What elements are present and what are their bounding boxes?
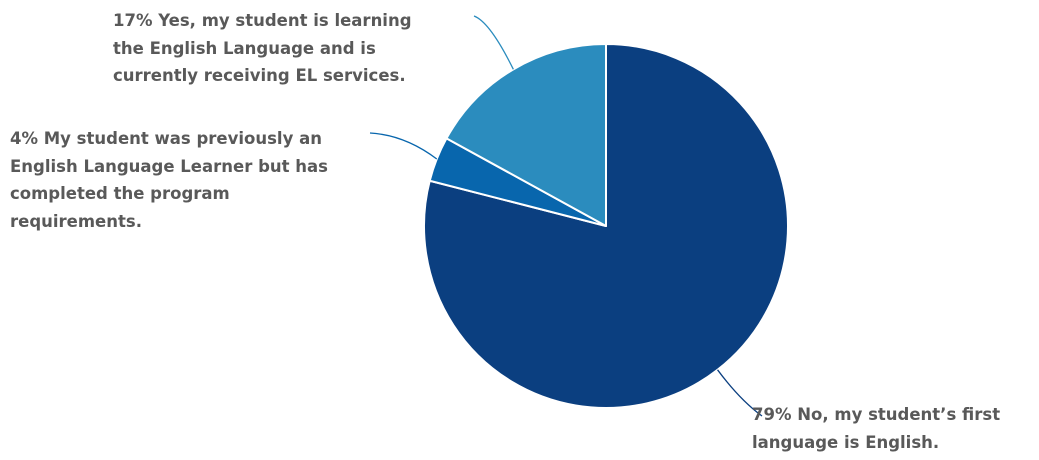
slice-label-line: currently receiving EL services. bbox=[113, 66, 406, 85]
slice-label-yes-receiving-el-services: 17% Yes, my student is learning the Engli… bbox=[113, 7, 423, 90]
slice-label-line: 17% Yes, my student is learning bbox=[113, 11, 412, 30]
slice-label-no-first-language-english: 79% No, my student’s first language is En… bbox=[752, 401, 1037, 456]
leader-line-no bbox=[717, 369, 763, 417]
pie-slices bbox=[423, 43, 789, 409]
slice-label-line: language is English. bbox=[752, 432, 940, 452]
slice-label-line: the English Language and is bbox=[113, 38, 376, 58]
slice-label-line: completed the program bbox=[10, 184, 230, 203]
leader-line-yes bbox=[473, 15, 514, 70]
slice-label-previously-ell: 4% My student was previously an English L… bbox=[10, 125, 355, 235]
slice-label-line: English Language Learner but has bbox=[10, 156, 328, 176]
leader-lines bbox=[369, 15, 763, 417]
slice-label-line: requirements. bbox=[10, 211, 142, 231]
slice-label-line: 4% My student was previously an bbox=[10, 129, 322, 148]
pie-slice-yes bbox=[445, 43, 607, 227]
pie-slice-no bbox=[423, 43, 789, 409]
leader-line-previously-ell bbox=[369, 132, 438, 160]
slice-label-line: 79% No, my student’s first bbox=[752, 405, 1001, 424]
